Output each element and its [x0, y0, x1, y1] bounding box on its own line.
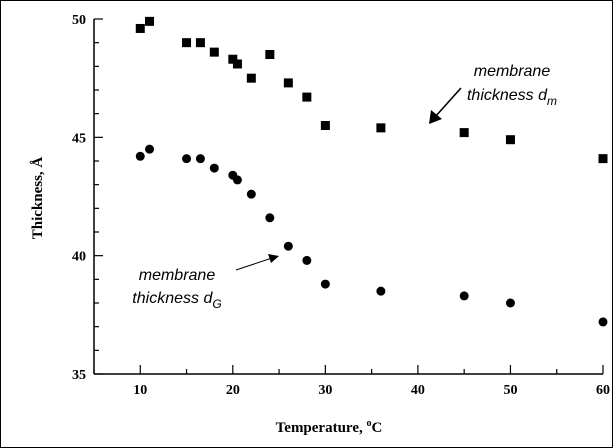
annotation-dg-line1: membrane: [139, 267, 216, 284]
circle-point: [283, 241, 293, 251]
square-point: [598, 154, 608, 164]
circle-point: [598, 317, 608, 327]
y-tick-label: 50: [72, 13, 86, 28]
square-point: [195, 38, 205, 48]
annotation-dg-text: thickness d: [132, 290, 213, 307]
degree-sign: o: [366, 418, 371, 429]
circle-point: [376, 286, 386, 296]
square-point: [265, 50, 275, 59]
annotation-dm-arrow-shaft: [434, 87, 462, 118]
circle-point: [195, 154, 205, 164]
y-axis-title: Thickness, Å: [30, 157, 46, 240]
x-tick-label: 30: [318, 383, 332, 398]
circle-point: [505, 298, 515, 308]
annotation-dg-arrow-shaft: [235, 257, 273, 271]
circle-point: [265, 213, 275, 223]
annotation-dm-arrow-head: [429, 110, 442, 124]
x-axis-unit: C: [371, 420, 382, 436]
annotation-dm-line1: membrane: [474, 63, 551, 80]
circle-point: [246, 189, 256, 199]
x-tick-label: 40: [411, 383, 425, 398]
axes: [93, 19, 603, 375]
y-tick-label: 45: [72, 131, 86, 146]
ticks: [93, 18, 604, 375]
annotation-dm-subscript: m: [547, 94, 557, 108]
square-point: [505, 135, 515, 145]
square-point: [209, 47, 219, 57]
circle-point: [232, 175, 242, 185]
annotation-dg-line2: thickness dG: [132, 290, 221, 311]
y-tick-label: 40: [72, 250, 86, 265]
circle-point: [209, 163, 219, 173]
x-axis-title-text: Temperature,: [276, 420, 367, 436]
x-tick-label: 10: [133, 383, 147, 398]
square-point: [283, 78, 293, 88]
y-tick-label: 35: [72, 368, 86, 383]
square-point: [232, 59, 242, 69]
square-point: [320, 121, 330, 130]
circle-point: [459, 291, 469, 301]
x-tick-label: 60: [596, 383, 610, 398]
x-tick-label: 50: [503, 383, 517, 398]
square-point: [246, 73, 256, 83]
square-point: [376, 123, 386, 133]
square-point: [182, 38, 192, 48]
square-point: [302, 92, 312, 102]
annotation-dg-subscript: G: [212, 297, 221, 311]
circle-point: [182, 154, 192, 164]
annotation-dm-text: thickness d: [467, 87, 548, 104]
annotation-dg: membrane thickness dG: [132, 254, 279, 311]
annotation-dg-arrow-head: [268, 254, 279, 263]
square-point: [135, 23, 145, 33]
circle-point: [302, 255, 312, 265]
square-point: [459, 128, 469, 138]
circle-point: [145, 144, 155, 154]
annotation-dm: membrane thickness dm: [429, 63, 557, 124]
circle-point: [320, 279, 330, 289]
annotation-dm-line2: thickness dm: [467, 87, 557, 108]
x-tick-label: 20: [226, 383, 240, 398]
data-marks: [135, 16, 608, 327]
x-axis-title: Temperature, oC: [276, 418, 383, 436]
square-point: [145, 16, 155, 26]
square-point: [228, 54, 238, 64]
tick-labels: 10 20 30 40 50 60 35 40 45 50: [72, 13, 610, 398]
circle-point: [135, 151, 145, 161]
